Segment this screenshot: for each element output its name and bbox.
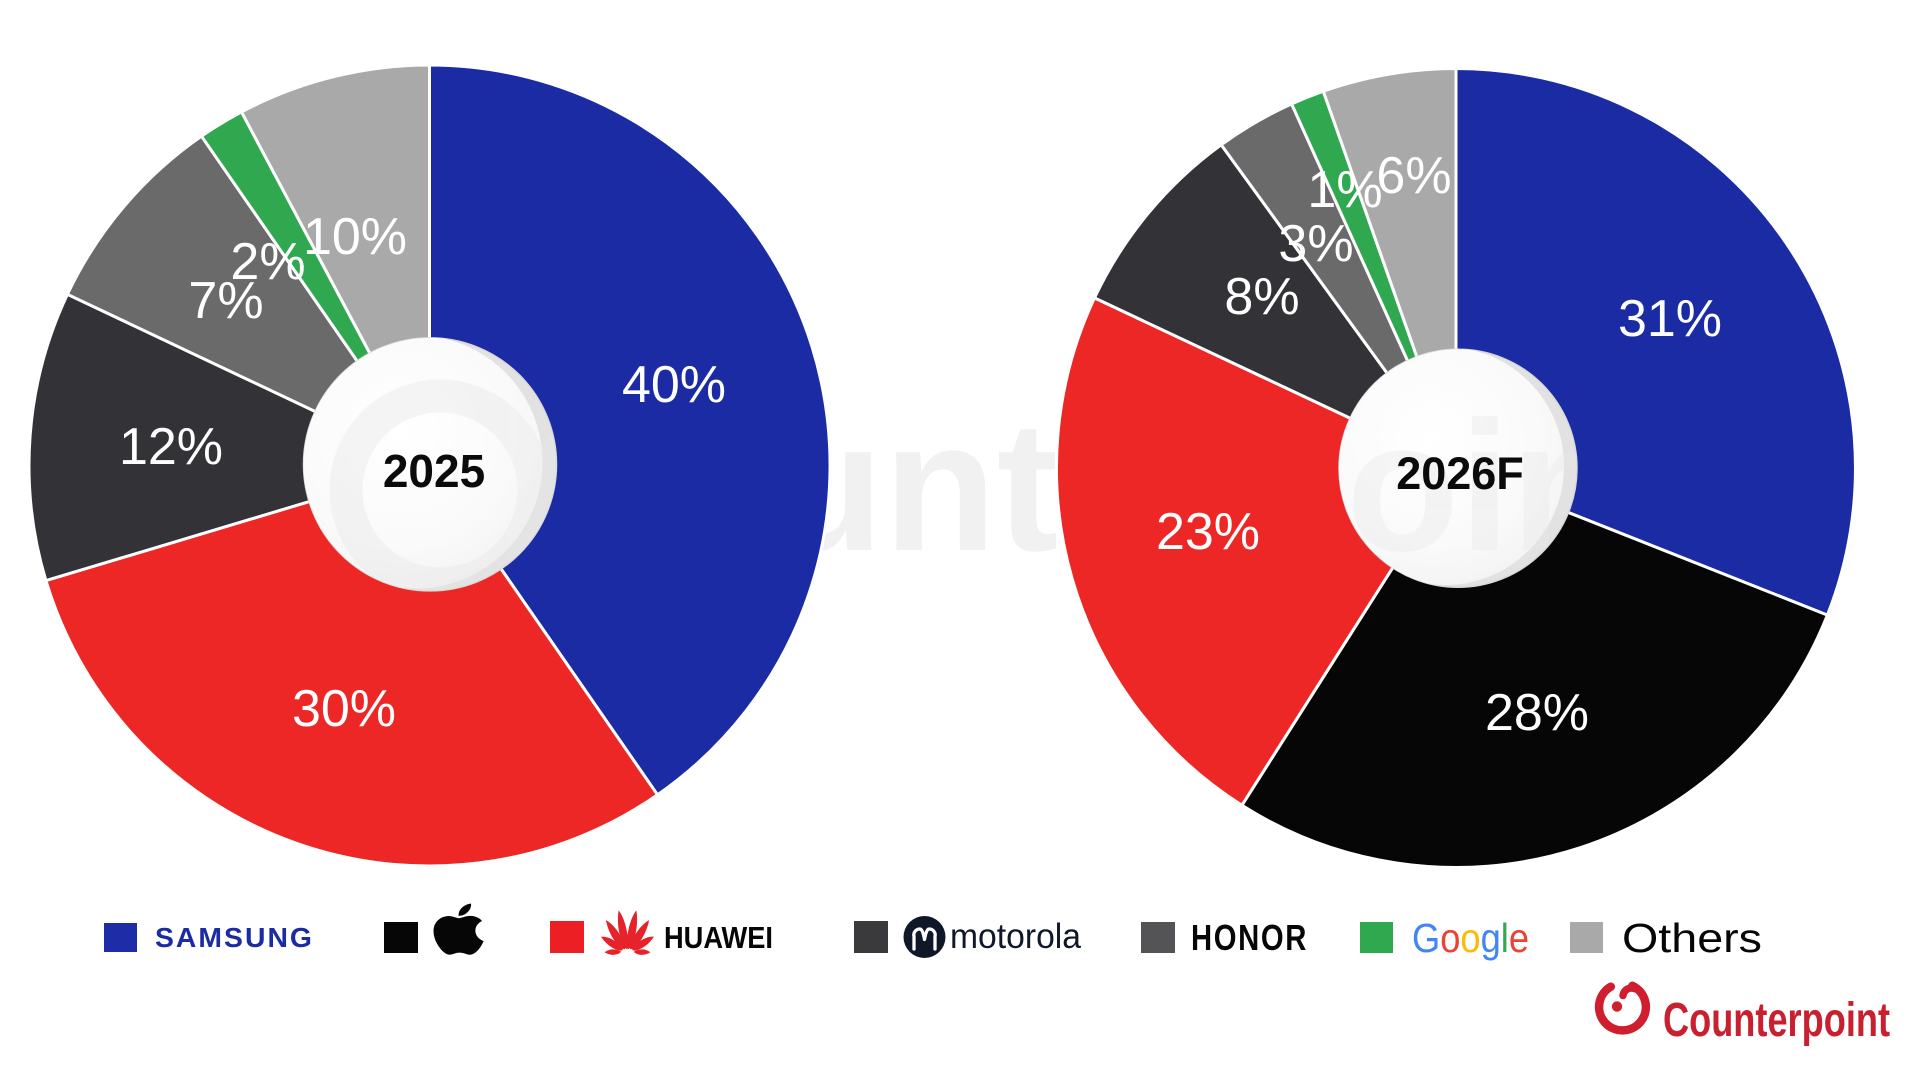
svg-text:motorola: motorola <box>950 917 1082 956</box>
svg-text:40%: 40% <box>622 356 726 414</box>
svg-text:8%: 8% <box>1224 268 1299 326</box>
svg-text:2%: 2% <box>230 233 305 291</box>
svg-text:30%: 30% <box>292 680 396 738</box>
svg-text:7%: 7% <box>188 272 263 330</box>
svg-text:Google: Google <box>1412 915 1529 961</box>
svg-text:23%: 23% <box>1156 503 1260 561</box>
svg-text:1%: 1% <box>1307 161 1382 219</box>
svg-text:Counterpoint: Counterpoint <box>524 384 1685 590</box>
svg-text:Counterpoint: Counterpoint <box>1663 994 1890 1047</box>
svg-text:2025: 2025 <box>383 445 485 497</box>
svg-text:SAMSUNG: SAMSUNG <box>155 922 314 953</box>
svg-text:6%: 6% <box>1376 147 1451 205</box>
svg-text:Others: Others <box>1622 915 1762 961</box>
svg-text:HUAWEI: HUAWEI <box>664 920 773 955</box>
svg-text:10%: 10% <box>303 208 407 266</box>
svg-text:3%: 3% <box>1278 215 1353 273</box>
svg-text:2026F: 2026F <box>1396 448 1524 499</box>
svg-text:12%: 12% <box>119 418 223 476</box>
svg-text:28%: 28% <box>1485 684 1589 742</box>
svg-text:HONOR: HONOR <box>1191 917 1308 958</box>
svg-text:31%: 31% <box>1618 290 1722 348</box>
